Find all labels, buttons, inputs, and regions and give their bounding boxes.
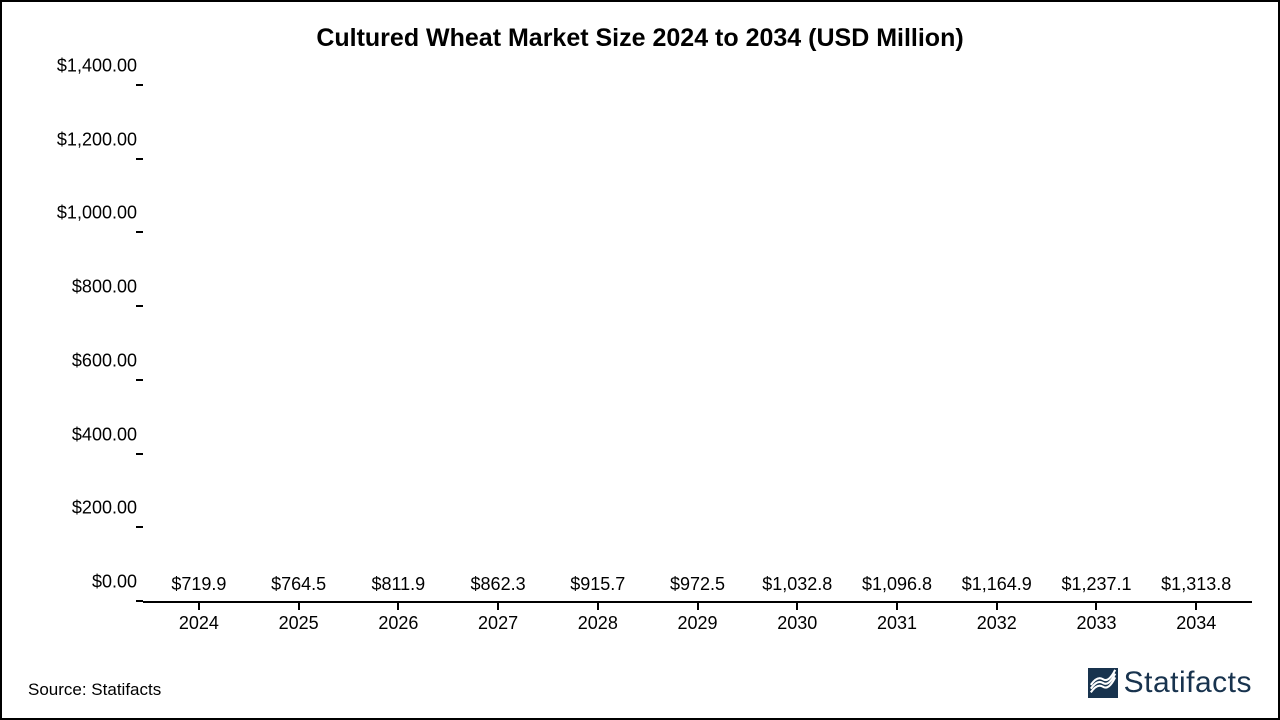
bar-slot: $764.5 bbox=[249, 574, 349, 601]
chart-footer: Source: Statifacts Statifacts bbox=[28, 654, 1252, 700]
bar-slot: $915.7 bbox=[548, 574, 648, 601]
chart-title: Cultured Wheat Market Size 2024 to 2034 … bbox=[28, 24, 1252, 53]
x-tick: 2030 bbox=[747, 603, 847, 634]
bar-data-label: $862.3 bbox=[471, 574, 526, 595]
bar-data-label: $1,164.9 bbox=[962, 574, 1032, 595]
bar-slot: $1,032.8 bbox=[747, 574, 847, 601]
y-tick-label: $800.00 bbox=[72, 277, 137, 298]
plot-area: $719.9 $764.5 $811.9 $862.3 $915.7 $972.5 $1,0… bbox=[143, 87, 1252, 603]
x-tick-mark bbox=[597, 603, 599, 610]
y-tick-label: $400.00 bbox=[72, 424, 137, 445]
bar-slot: $972.5 bbox=[648, 574, 748, 601]
bar-slot: $719.9 bbox=[149, 574, 249, 601]
x-tick: 2034 bbox=[1146, 603, 1246, 634]
bar-data-label: $1,313.8 bbox=[1161, 574, 1231, 595]
x-tick-label: 2033 bbox=[1076, 613, 1116, 634]
y-tick-mark bbox=[136, 231, 143, 233]
bar-data-label: $764.5 bbox=[271, 574, 326, 595]
x-tick-label: 2034 bbox=[1176, 613, 1216, 634]
x-tick-label: 2032 bbox=[977, 613, 1017, 634]
x-tick-label: 2028 bbox=[578, 613, 618, 634]
x-tick-mark bbox=[697, 603, 699, 610]
bar-data-label: $719.9 bbox=[171, 574, 226, 595]
x-tick-mark bbox=[896, 603, 898, 610]
x-tick-label: 2029 bbox=[678, 613, 718, 634]
brand-logo: Statifacts bbox=[1088, 666, 1252, 700]
y-axis: $0.00 $200.00 $400.00 $600.00 $800.00 $1,000.… bbox=[28, 87, 143, 634]
x-tick-mark bbox=[1195, 603, 1197, 610]
y-tick-mark bbox=[136, 84, 143, 86]
bar-slot: $811.9 bbox=[348, 574, 448, 601]
x-tick: 2032 bbox=[947, 603, 1047, 634]
x-tick: 2028 bbox=[548, 603, 648, 634]
y-tick-mark bbox=[136, 305, 143, 307]
x-tick-label: 2031 bbox=[877, 613, 917, 634]
x-tick: 2027 bbox=[448, 603, 548, 634]
brand-icon bbox=[1088, 668, 1118, 698]
x-tick-label: 2030 bbox=[777, 613, 817, 634]
chart-outer: $0.00 $200.00 $400.00 $600.00 $800.00 $1,000.… bbox=[28, 67, 1252, 634]
x-tick-mark bbox=[198, 603, 200, 610]
bar-data-label: $972.5 bbox=[670, 574, 725, 595]
x-tick-mark bbox=[397, 603, 399, 610]
bar-data-label: $915.7 bbox=[570, 574, 625, 595]
baseline-tick bbox=[136, 600, 143, 602]
x-tick-label: 2024 bbox=[179, 613, 219, 634]
x-tick-mark bbox=[796, 603, 798, 610]
y-tick-label: $1,400.00 bbox=[57, 56, 137, 77]
y-tick-label: $1,000.00 bbox=[57, 203, 137, 224]
y-tick-mark bbox=[136, 379, 143, 381]
y-tick-label: $0.00 bbox=[92, 572, 137, 593]
x-axis: 2024 2025 2026 2027 2028 2029 2030 2031 2032 2033… bbox=[143, 603, 1252, 634]
bar-slot: $862.3 bbox=[448, 574, 548, 601]
x-tick-label: 2026 bbox=[378, 613, 418, 634]
y-tick-label: $600.00 bbox=[72, 350, 137, 371]
bar-slot: $1,096.8 bbox=[847, 574, 947, 601]
plot: $719.9 $764.5 $811.9 $862.3 $915.7 $972.5 $1,0… bbox=[143, 87, 1252, 634]
x-tick-label: 2027 bbox=[478, 613, 518, 634]
brand-label: Statifacts bbox=[1124, 666, 1252, 700]
bar-data-label: $1,032.8 bbox=[762, 574, 832, 595]
x-tick-mark bbox=[1095, 603, 1097, 610]
y-tick-label: $200.00 bbox=[72, 498, 137, 519]
x-tick: 2026 bbox=[348, 603, 448, 634]
source-text: Source: Statifacts bbox=[28, 680, 161, 700]
x-tick: 2025 bbox=[249, 603, 349, 634]
bar-slot: $1,313.8 bbox=[1146, 574, 1246, 601]
y-tick-mark bbox=[136, 526, 143, 528]
x-tick-mark bbox=[497, 603, 499, 610]
bar-data-label: $1,096.8 bbox=[862, 574, 932, 595]
bar-slot: $1,237.1 bbox=[1047, 574, 1147, 601]
x-tick: 2029 bbox=[648, 603, 748, 634]
x-tick-mark bbox=[996, 603, 998, 610]
x-tick: 2024 bbox=[149, 603, 249, 634]
y-tick-mark bbox=[136, 453, 143, 455]
y-tick-mark bbox=[136, 158, 143, 160]
x-tick: 2031 bbox=[847, 603, 947, 634]
x-tick-label: 2025 bbox=[279, 613, 319, 634]
x-tick-mark bbox=[298, 603, 300, 610]
bar-data-label: $811.9 bbox=[371, 574, 425, 595]
bar-slot: $1,164.9 bbox=[947, 574, 1047, 601]
chart-frame: Cultured Wheat Market Size 2024 to 2034 … bbox=[0, 0, 1280, 720]
bar-data-label: $1,237.1 bbox=[1061, 574, 1131, 595]
x-tick: 2033 bbox=[1047, 603, 1147, 634]
y-tick-label: $1,200.00 bbox=[57, 129, 137, 150]
